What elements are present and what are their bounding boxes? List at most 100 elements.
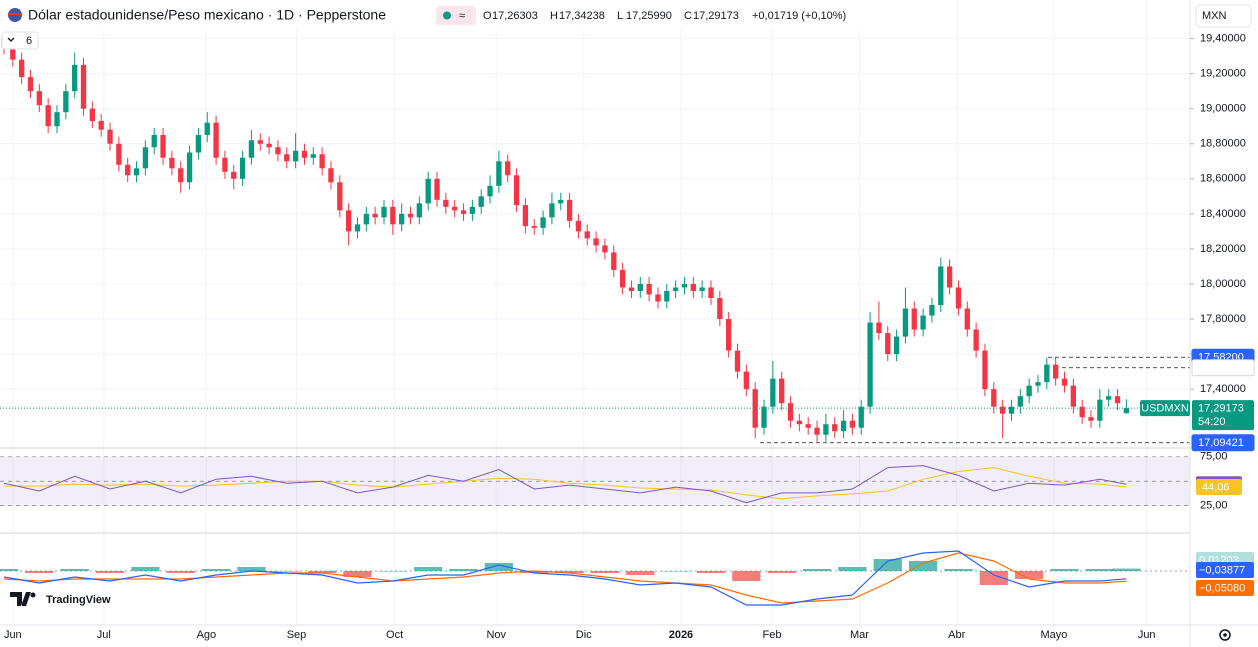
candle-body [1044, 364, 1050, 383]
candle-body [36, 91, 42, 106]
candle-body [584, 231, 590, 239]
gear-icon[interactable] [1219, 629, 1231, 641]
y-tick-label: 17,40000 [1200, 383, 1246, 395]
macd-histogram-bar [95, 571, 125, 573]
indicators-toggle[interactable] [1, 31, 39, 50]
price-label: 17,52199 [1198, 362, 1244, 374]
candle-body [920, 315, 926, 330]
candle-body [955, 287, 962, 309]
macd-histogram-bar [1015, 571, 1044, 579]
macd-histogram-bar [449, 569, 478, 571]
macd-label: −0,05080 [1199, 582, 1245, 594]
currency-button[interactable] [1195, 4, 1252, 28]
candle-body [787, 403, 794, 421]
candle-body [328, 168, 334, 183]
candle-body [275, 147, 281, 155]
macd-histogram-bar [732, 571, 761, 581]
rsi-line [3, 465, 1127, 504]
y-tick-label: 19,00000 [1200, 103, 1246, 115]
candle-body [1114, 396, 1121, 404]
candle-body [717, 298, 723, 320]
candle-body [284, 154, 290, 162]
candle-body [399, 213, 405, 225]
candle-body [964, 308, 970, 330]
candle-body [602, 245, 608, 253]
candle-body [1070, 385, 1076, 407]
candle-body [513, 175, 520, 206]
candle-body [372, 213, 378, 218]
macd-histogram-bar [838, 567, 867, 571]
brand: TradingView [46, 594, 111, 606]
candle-body [761, 406, 767, 428]
macd-histogram-bar [626, 571, 655, 575]
y-tick-label: 18,40000 [1200, 208, 1246, 220]
candle-body [213, 122, 219, 158]
countdown: 54:20 [1198, 416, 1226, 428]
candle-body [540, 217, 546, 228]
candle-body [1079, 406, 1085, 418]
ohlc-value: 17,34238 [559, 10, 605, 22]
candle-body [222, 157, 228, 172]
candle-body [487, 185, 493, 197]
candle-body [549, 203, 555, 218]
candle-body [301, 150, 308, 158]
candle-body [1061, 378, 1068, 386]
macd-signal-line [3, 552, 1127, 604]
candle-body [178, 168, 184, 183]
price-label: 17,09421 [1198, 437, 1244, 449]
candle-body [1035, 382, 1041, 386]
candle-body [575, 220, 582, 232]
rsi-label: 44,06 [1202, 481, 1230, 493]
macd-histogram-bar [767, 571, 796, 573]
market-open-dot [443, 11, 451, 20]
y-tick-label: 18,60000 [1200, 173, 1246, 185]
ohlc-value: 17,26303 [492, 10, 538, 22]
macd-histogram-bar [378, 571, 407, 572]
x-tick-label: Nov [486, 629, 506, 641]
candle-body [743, 371, 749, 390]
candle-body [611, 252, 617, 270]
candle-body [337, 182, 343, 211]
symbol-title: Dólar estadounidense/Peso mexicano · 1D … [28, 7, 386, 23]
candle-body [160, 134, 166, 158]
ohlc-value: 17,25990 [626, 10, 672, 22]
candle-body [946, 266, 953, 288]
macd-histogram-bar [201, 569, 231, 571]
status-badge [436, 6, 476, 25]
candle-body [1123, 408, 1130, 414]
candle-body [204, 122, 210, 135]
ohlc-key: H [550, 10, 558, 22]
candle-body [169, 157, 175, 169]
candle-body [708, 287, 714, 298]
currency[interactable]: MXN [1202, 10, 1227, 22]
rsi-ma-line [4, 467, 1127, 500]
settings-button[interactable] [1219, 629, 1231, 641]
candle-body [849, 420, 856, 428]
candle-body [593, 238, 599, 246]
macd-histogram-bar [908, 561, 938, 571]
macd-histogram-bar [1050, 569, 1079, 571]
candle-body [672, 287, 679, 291]
candle-body [142, 147, 149, 169]
ohlc-value: 17,29173 [693, 10, 739, 22]
ohlc-key: C [684, 10, 692, 22]
symbol-label: USDMXN [1141, 403, 1189, 415]
rsi-tick-label: 75,00 [1200, 451, 1228, 463]
candle-body [876, 322, 882, 334]
macd-histogram-bar [60, 569, 89, 571]
macd-histogram-bar [520, 571, 549, 573]
x-tick-label: Sep [287, 629, 307, 641]
candle-body [840, 420, 847, 432]
indicator-count[interactable]: 6 [26, 35, 32, 47]
candle-body [460, 210, 467, 214]
gear-center [1223, 633, 1227, 637]
candle-body [425, 178, 431, 204]
candle-body [319, 154, 325, 169]
candle-body [832, 424, 838, 432]
candle-body [27, 77, 34, 92]
candle-body [752, 389, 758, 428]
candle-body [902, 308, 909, 337]
macd-histogram-bar [661, 571, 690, 572]
macd-histogram-bar [1112, 568, 1141, 571]
